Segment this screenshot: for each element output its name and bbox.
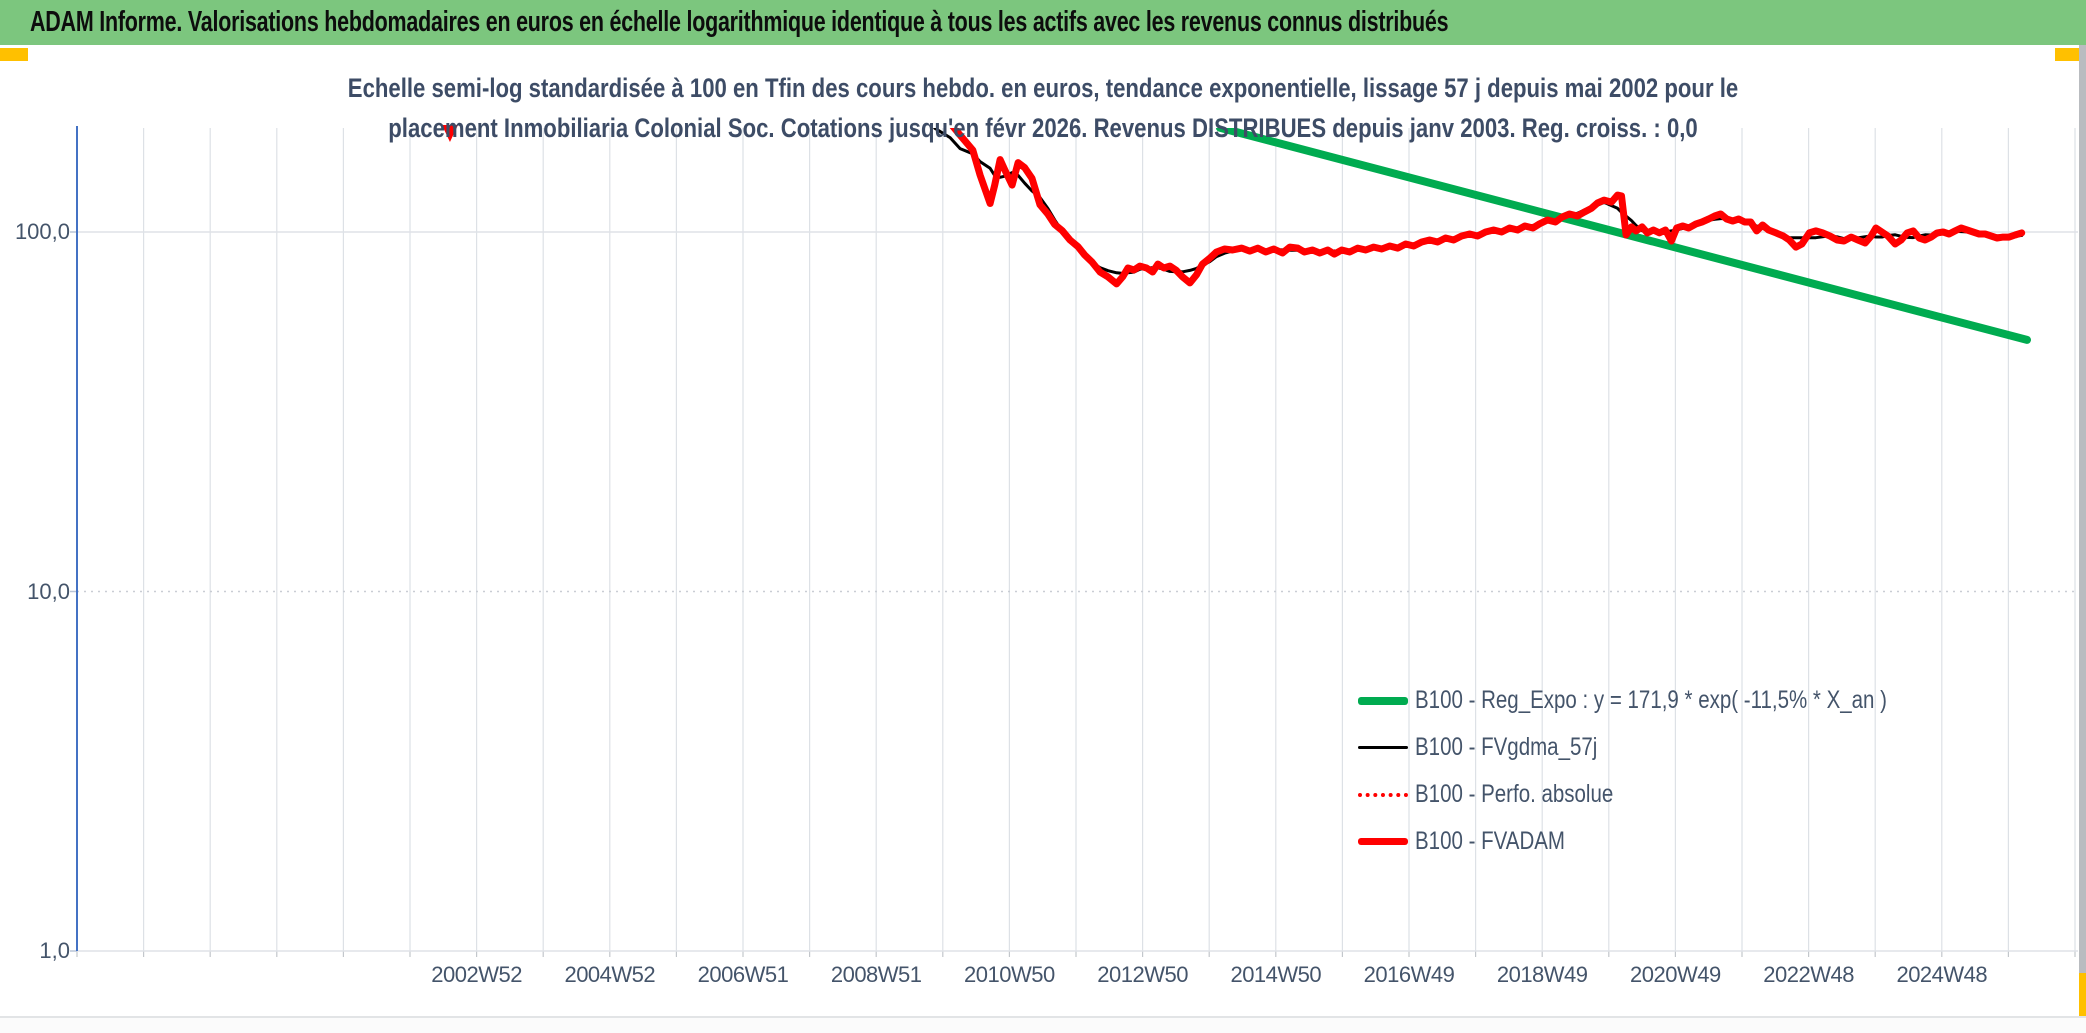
bottom-separator-line (0, 1016, 2086, 1018)
x-axis-tick-label: 2012W50 (1097, 962, 1188, 987)
chart-title-line2: placement Inmobiliaria Colonial Soc. Cot… (388, 113, 1698, 143)
x-axis-tick-label: 2016W49 (1363, 962, 1455, 987)
app-header-bar: ADAM Informe. Valorisations hebdomadaire… (0, 0, 2086, 45)
legend-item-reg-expo[interactable]: B100 - Reg_Expo : y = 171,9 * exp( -11,5… (1358, 677, 1991, 724)
legend-swatch-black-line (1358, 746, 1408, 749)
y-axis-tick-label: 10,0 (27, 578, 70, 604)
legend: B100 - Reg_Expo : y = 171,9 * exp( -11,5… (1358, 677, 1991, 865)
legend-item-perfo-absolue[interactable]: B100 - Perfo. absolue (1358, 771, 1991, 818)
legend-swatch-red-dotted-line (1358, 792, 1408, 797)
x-axis-tick-label: 2002W52 (431, 962, 522, 987)
legend-item-fvgdma[interactable]: B100 - FVgdma_57j (1358, 724, 1991, 771)
legend-label: B100 - Perfo. absolue (1415, 780, 1614, 808)
chart-title-line1: Echelle semi-log standardisée à 100 en T… (347, 73, 1739, 103)
x-axis-tick-label: 2008W51 (830, 962, 922, 987)
x-axis-tick-label: 2004W52 (564, 962, 656, 987)
x-axis-tick-label: 2018W49 (1496, 962, 1588, 987)
x-axis-tick-label: 2006W51 (697, 962, 789, 987)
x-axis-tick-label: 2014W50 (1230, 962, 1322, 987)
legend-swatch-red-line (1358, 838, 1408, 845)
chart-title: Echelle semi-log standardisée à 100 en T… (0, 68, 2086, 148)
x-axis-tick-label: 2020W49 (1630, 962, 1721, 987)
y-axis-tick-label: 100,0 (14, 219, 70, 244)
legend-label: B100 - Reg_Expo : y = 171,9 * exp( -11,5… (1415, 686, 1887, 714)
right-edge-strip (2079, 45, 2086, 973)
y-axis-tick-label: 1,0 (39, 938, 70, 963)
x-axis-tick-label: 2024W48 (1896, 962, 1988, 987)
bottom-strip (0, 1018, 2086, 1033)
right-edge-accent (2079, 973, 2086, 1017)
legend-label: B100 - FVADAM (1415, 827, 1566, 855)
legend-item-fvadam[interactable]: B100 - FVADAM (1358, 818, 1991, 865)
app-header-title: ADAM Informe. Valorisations hebdomadaire… (30, 6, 1449, 38)
legend-label: B100 - FVgdma_57j (1415, 733, 1598, 761)
accent-square-top-left (0, 48, 28, 61)
x-axis-tick-label: 2022W48 (1763, 962, 1854, 987)
legend-swatch-green-line (1358, 696, 1408, 705)
x-axis-tick-label: 2010W50 (964, 962, 1055, 987)
accent-square-top-right (2055, 48, 2079, 61)
